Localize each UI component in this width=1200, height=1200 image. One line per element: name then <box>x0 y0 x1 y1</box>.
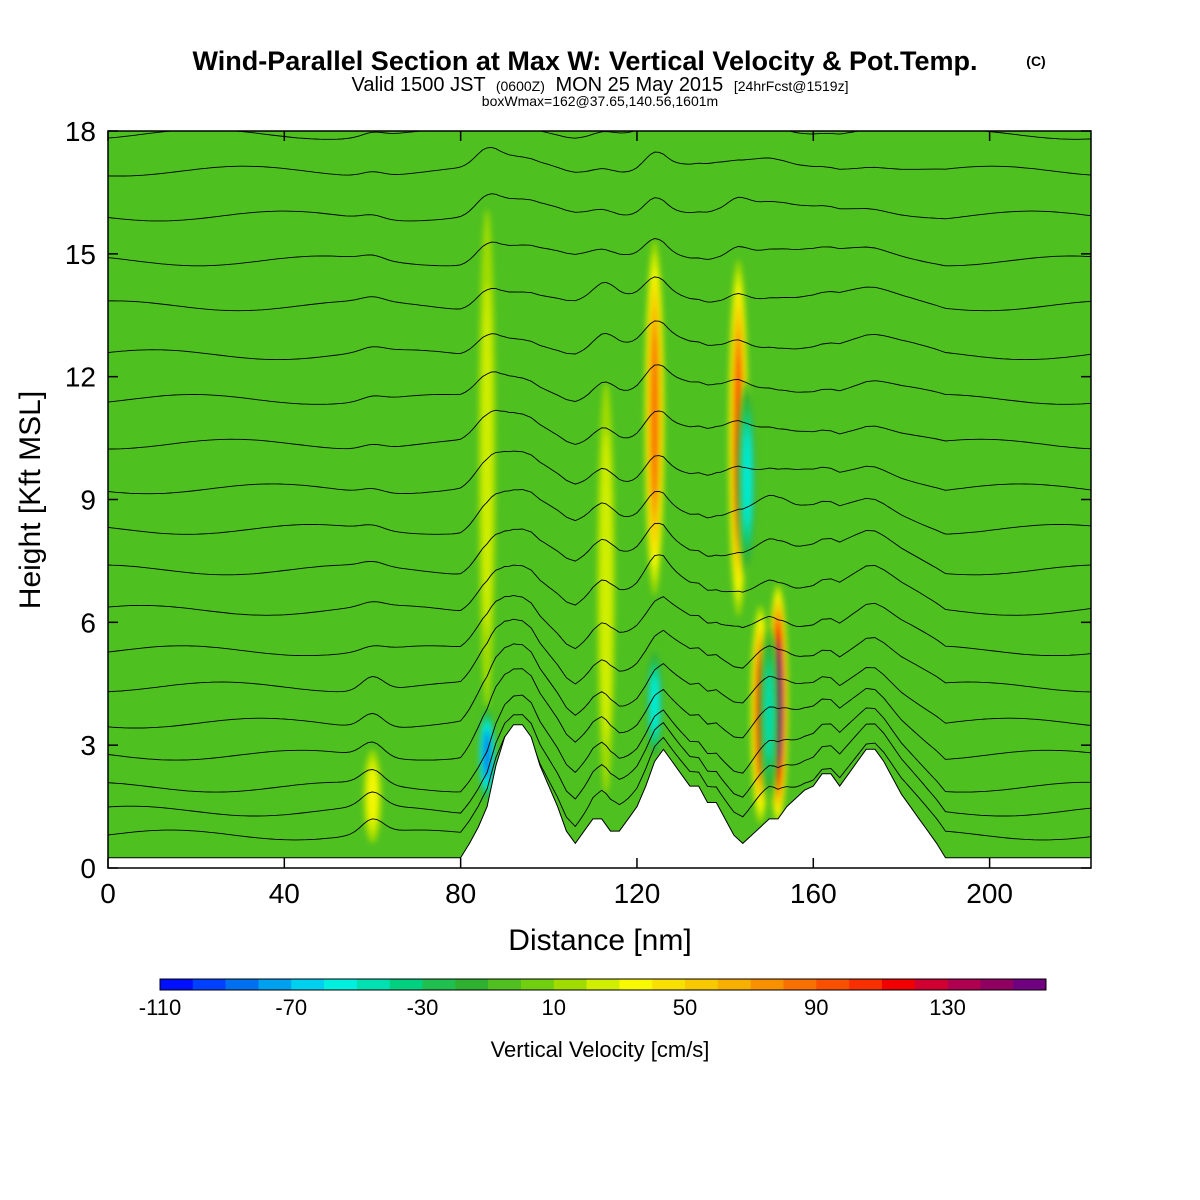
downdraft-core-level <box>766 671 773 758</box>
colorbar-tick-label: 10 <box>542 995 566 1020</box>
theta-contour <box>108 238 1091 267</box>
theta-contour <box>108 364 1091 405</box>
updraft-core-level <box>600 431 613 744</box>
theta-contour <box>108 450 1091 495</box>
colorbar-swatch <box>160 979 194 990</box>
theta-contour <box>108 618 1091 693</box>
downdraft-core <box>477 705 498 805</box>
x-tick-label: 80 <box>445 878 476 909</box>
downdraft-core-level <box>744 432 751 526</box>
updraft-core <box>363 749 382 843</box>
colorbar-swatch <box>717 979 751 990</box>
x-axis-label: Distance [nm] <box>508 924 691 957</box>
updraft-core-level <box>368 768 377 824</box>
y-tick-label: 0 <box>80 853 96 884</box>
updraft-core <box>597 381 616 794</box>
downdraft-core <box>737 381 757 577</box>
theta-contour <box>108 276 1091 312</box>
colorbar-swatch <box>816 979 850 990</box>
colorbar-tick-label: 130 <box>929 995 966 1020</box>
forecast-info: [24hrFcst@1519z] <box>734 78 849 94</box>
colorbar-swatch <box>947 979 981 990</box>
chart-title: Wind-Parallel Section at Max W: Vertical… <box>193 46 978 76</box>
colorbar-tick-label: -30 <box>407 995 439 1020</box>
colorbar-frame <box>159 978 1047 991</box>
downdraft-core-level <box>651 676 658 732</box>
downdraft-core <box>759 627 779 802</box>
colorbar-tick-label: 50 <box>673 995 697 1020</box>
colorbar-swatch <box>750 979 784 990</box>
colorbar-swatch <box>389 979 423 990</box>
colorbar-swatch <box>881 979 916 990</box>
x-tick-label: 160 <box>790 878 837 909</box>
colorbar-swatch <box>520 979 555 990</box>
y-tick-label: 6 <box>80 607 96 638</box>
x-tick-label: 40 <box>269 878 300 909</box>
x-tick-label: 200 <box>966 878 1013 909</box>
colorbar-swatch <box>849 979 883 990</box>
colorbar-swatch <box>783 979 817 990</box>
plot-area <box>108 131 1091 868</box>
theta-contour <box>108 131 1091 140</box>
valid-zulu: (0600Z) <box>496 78 545 94</box>
theta-contour <box>108 714 1091 817</box>
y-tick-label: 18 <box>65 116 96 147</box>
theta-contour <box>108 522 1091 576</box>
theta-contour <box>108 694 1091 793</box>
colorbar-swatch <box>192 979 226 990</box>
theta-contour <box>108 727 1091 841</box>
colorbar-swatch <box>356 979 391 990</box>
theta-contour <box>108 643 1091 729</box>
chart-subtitle: Valid 1500 JST (0600Z) MON 25 May 2015 [… <box>352 74 849 96</box>
colorbar-swatch <box>586 979 620 990</box>
colorbar-swatch <box>258 979 292 990</box>
y-tick-label: 9 <box>80 485 96 516</box>
downdraft-core <box>644 645 665 763</box>
colorbar-swatch <box>324 979 358 990</box>
theta-contour <box>108 193 1091 222</box>
y-tick-label: 15 <box>65 239 96 270</box>
colorbar: -110 -70 -30 10 50 90 130 <box>139 978 1047 1020</box>
theta-contour <box>108 489 1091 535</box>
theta-contour <box>108 554 1091 616</box>
theta-contour <box>108 668 1091 761</box>
colorbar-label: Vertical Velocity [cm/s] <box>491 1037 710 1062</box>
terrain-mask <box>108 724 1091 868</box>
colorbar-swatch <box>980 979 1014 990</box>
colorbar-swatch <box>652 979 686 990</box>
colorbar-swatch <box>488 979 522 990</box>
colorbar-tick-label: -70 <box>275 995 307 1020</box>
x-tick-label: 0 <box>100 878 116 909</box>
colorbar-tick-label: 90 <box>804 995 828 1020</box>
copyright-mark: (C) <box>1026 53 1045 69</box>
colorbar-swatch <box>685 979 719 990</box>
colorbar-swatch <box>422 979 456 990</box>
colorbar-swatch <box>455 979 489 990</box>
x-tick-label: 120 <box>614 878 661 909</box>
updraft-core <box>644 240 665 596</box>
colorbar-swatch <box>914 979 948 990</box>
theta-contour <box>108 409 1091 450</box>
theta-contour <box>108 320 1091 361</box>
downdraft-core-level <box>484 733 490 777</box>
colorbar-swatch <box>619 979 653 990</box>
colorbar-swatch <box>553 979 587 990</box>
colorbar-swatch <box>291 979 325 990</box>
colorbar-swatch <box>1013 979 1047 990</box>
y-tick-label: 3 <box>80 730 96 761</box>
valid-time: Valid 1500 JST <box>352 74 486 96</box>
y-tick-label: 12 <box>65 362 96 393</box>
axes: 0 40 80 120 160 200 0 3 6 9 12 15 18 <box>65 116 1091 909</box>
y-axis-label: Height [Kft MSL] <box>14 391 47 609</box>
theta-contour <box>108 594 1091 657</box>
colorbar-tick-label: -110 <box>139 995 181 1020</box>
valid-date: MON 25 May 2015 <box>555 74 723 96</box>
box-info: boxWmax=162@37.65,140.56,1601m <box>482 93 718 109</box>
theta-contour <box>108 146 1091 177</box>
updraft-core-level <box>651 333 658 503</box>
theta-contours <box>108 131 1091 841</box>
colorbar-swatch <box>225 979 259 990</box>
